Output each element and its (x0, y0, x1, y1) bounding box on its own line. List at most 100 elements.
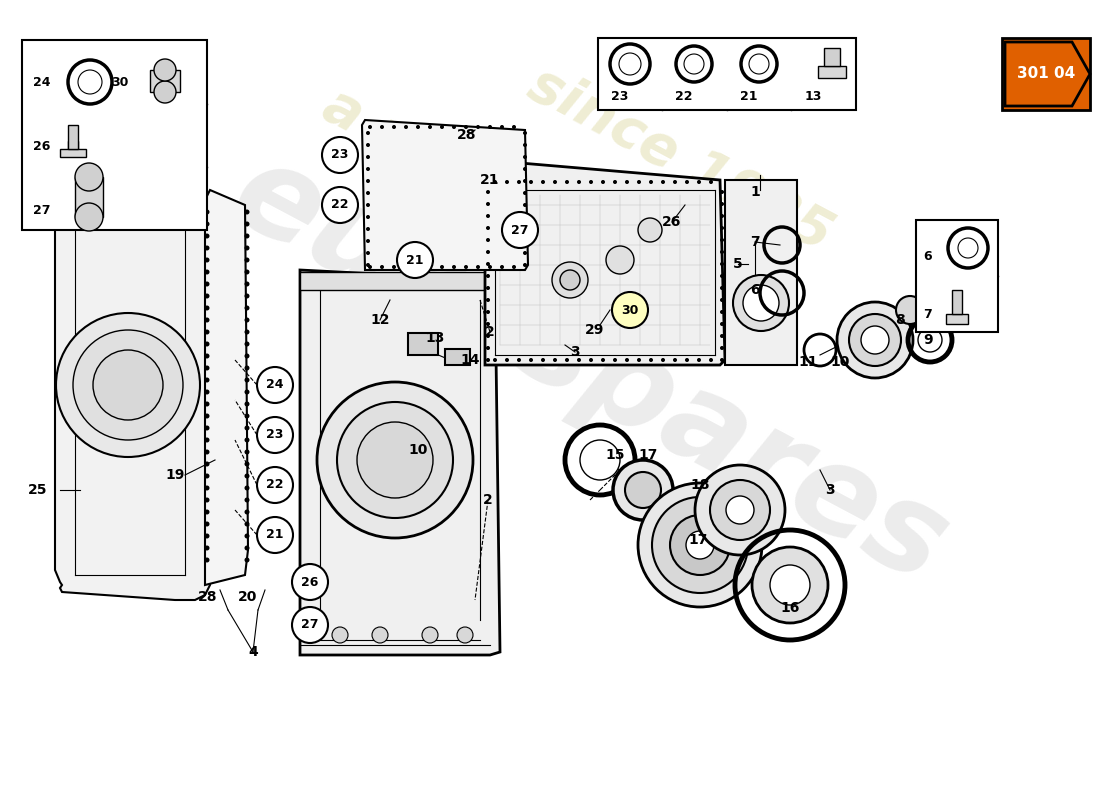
Circle shape (244, 270, 250, 274)
Circle shape (392, 265, 396, 269)
Circle shape (486, 358, 490, 362)
Circle shape (486, 298, 490, 302)
Circle shape (565, 180, 569, 184)
Bar (446, 349, 470, 365)
Circle shape (720, 238, 724, 242)
Circle shape (244, 222, 250, 226)
Circle shape (486, 250, 490, 254)
Circle shape (522, 263, 527, 267)
Circle shape (560, 270, 580, 290)
Text: 18: 18 (691, 478, 710, 492)
Circle shape (637, 358, 641, 362)
Circle shape (75, 203, 103, 231)
Circle shape (244, 342, 250, 346)
Bar (598, 38, 856, 110)
Circle shape (553, 180, 557, 184)
Circle shape (529, 180, 534, 184)
Circle shape (512, 265, 516, 269)
Circle shape (397, 242, 433, 278)
Text: 26: 26 (33, 141, 51, 154)
Bar (952, 290, 962, 314)
Circle shape (742, 285, 779, 321)
Circle shape (257, 417, 293, 453)
Circle shape (770, 565, 810, 605)
Circle shape (366, 155, 370, 159)
Text: 28: 28 (198, 590, 218, 604)
Circle shape (205, 426, 209, 430)
Circle shape (244, 414, 250, 418)
Circle shape (720, 190, 724, 194)
Circle shape (366, 215, 370, 219)
Bar (824, 48, 840, 66)
Circle shape (464, 265, 468, 269)
Bar (818, 66, 846, 78)
Circle shape (292, 607, 328, 643)
Circle shape (637, 180, 641, 184)
Circle shape (502, 212, 538, 248)
Circle shape (710, 180, 713, 184)
Circle shape (476, 125, 480, 129)
Circle shape (292, 564, 328, 600)
Circle shape (379, 265, 384, 269)
Circle shape (205, 342, 209, 346)
Text: 6: 6 (924, 250, 933, 263)
Circle shape (488, 265, 492, 269)
Circle shape (205, 534, 209, 538)
Circle shape (486, 310, 490, 314)
Circle shape (486, 346, 490, 350)
Circle shape (638, 218, 662, 242)
Circle shape (456, 627, 473, 643)
Text: 27: 27 (33, 203, 51, 217)
Circle shape (154, 59, 176, 81)
Text: 21: 21 (266, 529, 284, 542)
Text: 11: 11 (799, 355, 817, 369)
Circle shape (613, 460, 673, 520)
Circle shape (244, 474, 250, 478)
Circle shape (625, 472, 661, 508)
Circle shape (205, 522, 209, 526)
Circle shape (205, 210, 209, 214)
Circle shape (661, 358, 666, 362)
Circle shape (619, 53, 641, 75)
Circle shape (849, 314, 901, 366)
Text: 27: 27 (301, 618, 319, 631)
Circle shape (366, 251, 370, 255)
Circle shape (205, 486, 209, 490)
Circle shape (244, 534, 250, 538)
Circle shape (505, 180, 509, 184)
Circle shape (493, 180, 497, 184)
Circle shape (720, 262, 724, 266)
Text: 15: 15 (605, 448, 625, 462)
Circle shape (606, 246, 634, 274)
Circle shape (673, 180, 676, 184)
Circle shape (244, 558, 250, 562)
Text: 10: 10 (408, 443, 428, 457)
Circle shape (505, 358, 509, 362)
Text: since 1985: since 1985 (519, 58, 842, 262)
Circle shape (244, 510, 250, 514)
Circle shape (366, 203, 370, 207)
Circle shape (244, 210, 250, 214)
Circle shape (257, 517, 293, 553)
Text: 13: 13 (804, 90, 822, 102)
Circle shape (601, 180, 605, 184)
Circle shape (244, 486, 250, 490)
Circle shape (486, 262, 490, 266)
Circle shape (404, 125, 408, 129)
Circle shape (205, 246, 209, 250)
Circle shape (244, 246, 250, 250)
Circle shape (322, 137, 358, 173)
Circle shape (244, 318, 250, 322)
Circle shape (553, 358, 557, 362)
Circle shape (726, 496, 754, 524)
Circle shape (205, 546, 209, 550)
Circle shape (720, 226, 724, 230)
Circle shape (580, 440, 620, 480)
Text: 30: 30 (111, 75, 129, 89)
Circle shape (416, 265, 420, 269)
Circle shape (244, 306, 250, 310)
Circle shape (366, 131, 370, 135)
Circle shape (366, 227, 370, 231)
Circle shape (486, 322, 490, 326)
Circle shape (486, 274, 490, 278)
